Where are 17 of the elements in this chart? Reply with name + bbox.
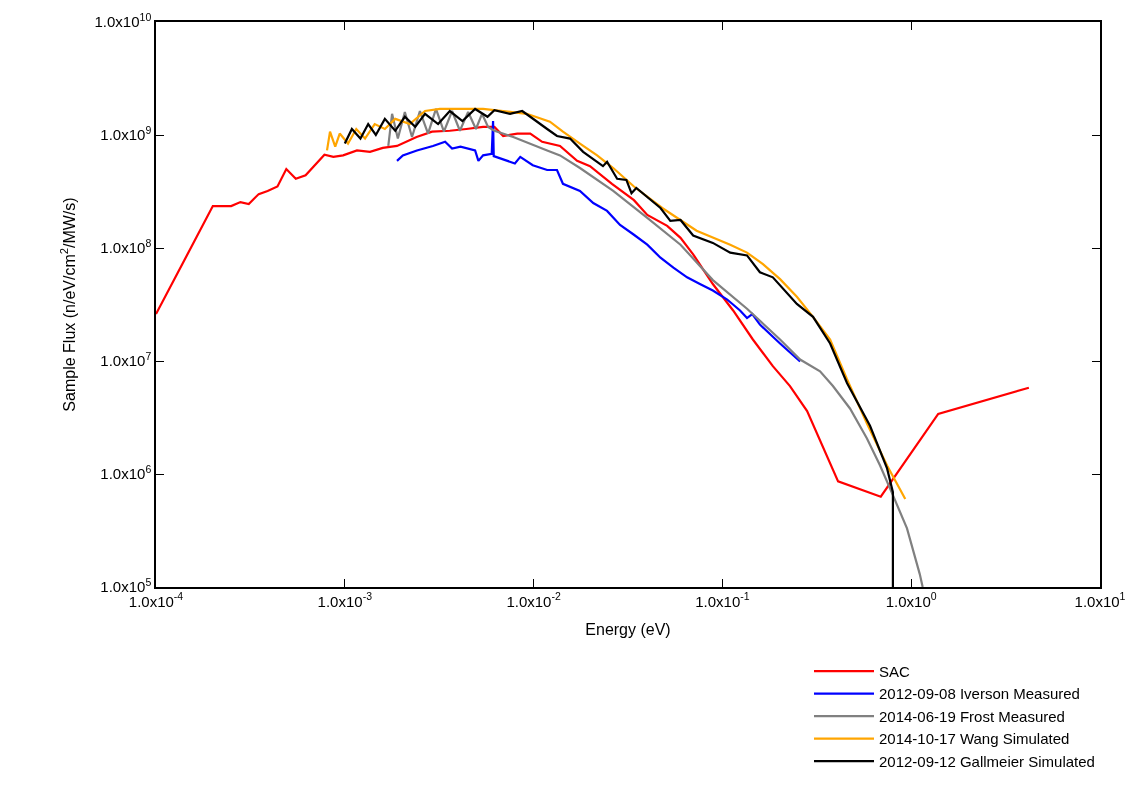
y-tick-label: 1.0x10$^{9}$ (100, 123, 152, 144)
x-axis-title: Energy (eV) (585, 620, 671, 638)
y-tick-label: 1.0x10$^{10}$ (94, 10, 152, 31)
legend-label: SAC (879, 662, 911, 680)
x-tick-label: 1.0x10$^{-2}$ (506, 590, 561, 610)
y-tick-label: 1.0x10$^{7}$ (100, 349, 152, 370)
legend-label: 2014-10-17 Wang Simulated (879, 730, 1070, 748)
legend-label: 2014-06-19 Frost Measured (879, 707, 1065, 725)
legend-label: 2012-09-08 Iverson Measured (879, 685, 1080, 703)
y-tick-label: 1.0x10$^{5}$ (100, 575, 152, 596)
y-tick-label: 1.0x10$^{6}$ (100, 462, 152, 483)
x-tick-label: 1.0x10$^{0}$ (885, 590, 937, 610)
x-tick-label: 1.0x10$^{-3}$ (317, 590, 373, 610)
legend-label: 2012-09-12 Gallmeier Simulated (879, 752, 1095, 770)
x-tick-label: 1.0x10$^{-1}$ (695, 590, 750, 610)
x-tick-label: 1.0x10$^{1}$ (1074, 590, 1126, 610)
y-tick-label: 1.0x10$^{8}$ (100, 236, 152, 257)
